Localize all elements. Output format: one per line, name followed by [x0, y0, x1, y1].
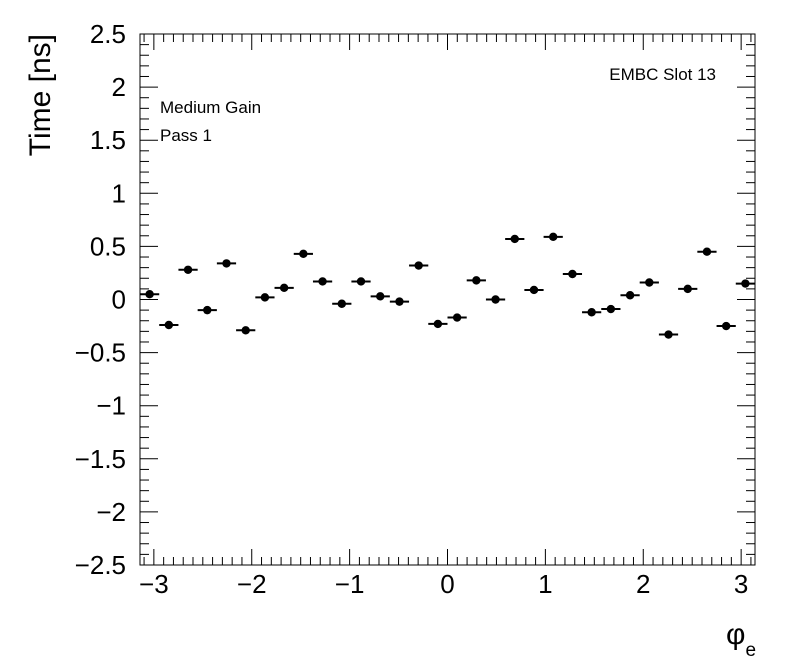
- marker: [702, 247, 712, 256]
- x-tick-label: −2: [237, 569, 267, 599]
- marker: [164, 320, 174, 330]
- marker: [414, 261, 423, 270]
- marker: [741, 279, 750, 288]
- marker: [683, 284, 692, 294]
- data-point: [389, 297, 410, 306]
- marker: [606, 304, 616, 314]
- marker: [568, 269, 577, 279]
- x-axis-label: φe: [726, 618, 756, 661]
- x-tick-label: −1: [335, 569, 365, 599]
- data-point: [428, 319, 448, 329]
- data-point: [658, 330, 679, 339]
- data-point: [293, 249, 313, 259]
- data-point: [639, 278, 659, 287]
- marker: [260, 293, 270, 302]
- y-axis-label: Time [ns]: [24, 34, 57, 156]
- marker: [241, 326, 250, 335]
- plot-frame: [139, 33, 756, 566]
- data-point: [332, 299, 352, 308]
- data-point: [524, 285, 544, 295]
- data-point: [409, 261, 429, 270]
- x-axis-label-main: φ: [726, 618, 745, 651]
- data-point: [505, 234, 525, 244]
- data-point: [485, 295, 506, 304]
- marker: [299, 249, 308, 259]
- annotation-gain: Medium Gain: [160, 98, 261, 117]
- marker: [279, 283, 289, 293]
- data-point: [735, 279, 755, 288]
- data-point: [178, 265, 198, 274]
- marker: [721, 321, 731, 331]
- axis-ticks: [140, 33, 755, 566]
- marker: [491, 295, 500, 304]
- data-point: [582, 308, 602, 317]
- data-point: [562, 269, 583, 279]
- data-point: [678, 284, 698, 294]
- marker: [625, 291, 635, 300]
- y-tick-label: 0: [112, 285, 126, 315]
- marker: [356, 277, 366, 286]
- data-point: [197, 305, 217, 315]
- data-points: [140, 232, 755, 339]
- data-point: [312, 277, 333, 286]
- y-tick-label: 0.5: [90, 231, 126, 261]
- marker: [510, 234, 519, 244]
- data-point: [351, 277, 371, 286]
- marker: [645, 278, 654, 287]
- marker: [395, 297, 404, 306]
- data-point: [140, 289, 160, 299]
- y-tick-label: −0.5: [75, 338, 126, 368]
- marker: [145, 289, 154, 299]
- y-tick-label: 1.5: [90, 125, 126, 155]
- marker: [664, 330, 673, 339]
- y-tick-label: −1: [96, 391, 126, 421]
- annotation-pass: Pass 1: [160, 126, 212, 145]
- y-tick-label: −1.5: [75, 444, 126, 474]
- marker: [337, 299, 346, 308]
- marker: [529, 285, 539, 295]
- y-tick-label: −2.5: [75, 550, 126, 580]
- x-tick-label: 0: [440, 569, 454, 599]
- marker: [472, 276, 481, 285]
- data-point: [255, 293, 275, 302]
- data-point: [697, 247, 717, 256]
- x-tick-label: 3: [734, 569, 748, 599]
- y-tick-label: 1: [112, 178, 126, 208]
- marker: [203, 305, 212, 315]
- marker: [549, 232, 558, 242]
- x-axis-label-subscript: e: [745, 640, 756, 661]
- x-tick-label: 1: [538, 569, 552, 599]
- y-tick-label: 2: [112, 72, 126, 102]
- annotation-slot: EMBC Slot 13: [609, 65, 716, 84]
- data-point: [620, 291, 640, 300]
- marker: [376, 292, 385, 301]
- marker: [452, 313, 462, 322]
- y-tick-label: 2.5: [90, 19, 126, 49]
- data-point: [236, 326, 256, 335]
- data-point: [274, 283, 294, 293]
- marker: [587, 308, 596, 317]
- data-point: [370, 292, 390, 301]
- x-tick-label: 2: [636, 569, 650, 599]
- data-point: [216, 259, 237, 268]
- data-point: [466, 276, 486, 285]
- data-point: [447, 313, 467, 322]
- data-point: [159, 320, 179, 330]
- marker: [183, 265, 193, 274]
- data-point: [543, 232, 563, 242]
- data-point: [716, 321, 736, 331]
- marker: [433, 319, 443, 329]
- marker: [222, 259, 231, 268]
- marker: [318, 277, 327, 286]
- y-tick-label: −2: [96, 497, 126, 527]
- data-point: [601, 304, 621, 314]
- tick-labels: −3 −2 −1 0 1 2 3 −2.5 −2 −1.5 −1 −0.5 0 0.5 1 1.5 2 2.5: [75, 19, 749, 599]
- x-tick-label: −3: [139, 569, 169, 599]
